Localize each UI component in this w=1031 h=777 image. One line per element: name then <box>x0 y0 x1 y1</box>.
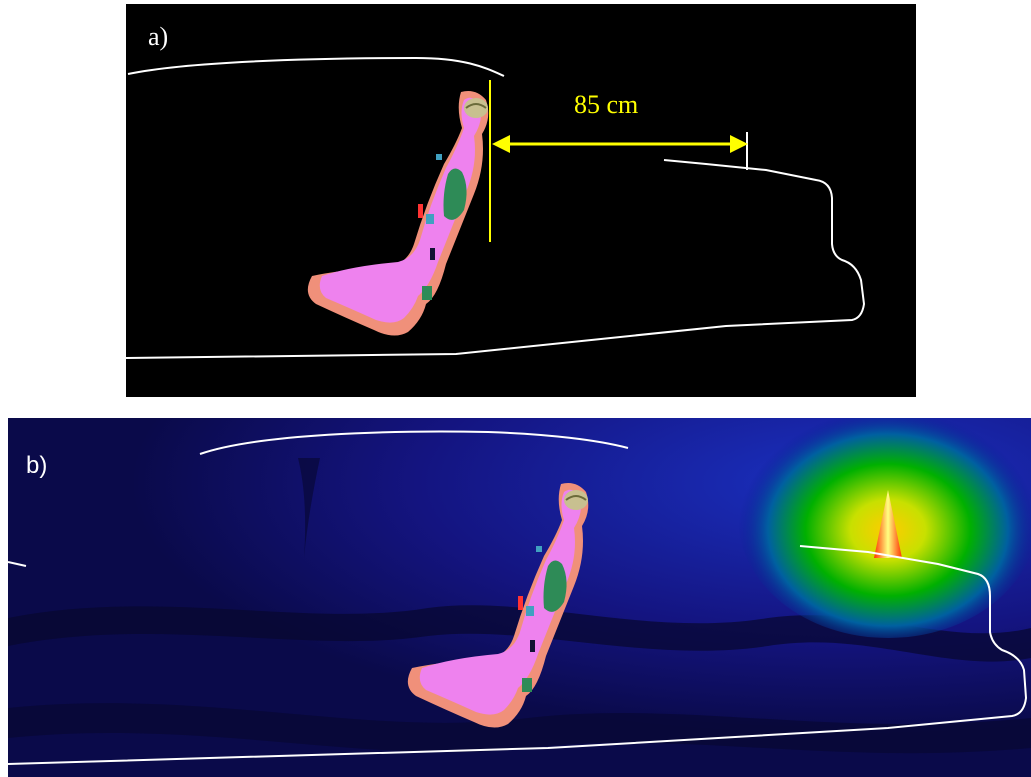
field-dark-streak <box>298 458 320 558</box>
panel-b-drawing <box>8 418 1031 777</box>
vehicle-front-outline-b <box>8 545 1028 765</box>
vehicle-roof-outline <box>127 56 505 77</box>
distance-label: 85 cm <box>574 90 639 119</box>
panel-b-label: b) <box>26 452 48 479</box>
vehicle-roof-outline-b <box>199 430 629 455</box>
panel-a-geometry: a) 85 cm <box>126 4 916 397</box>
distance-arrow-head-left <box>492 135 510 153</box>
vehicle-rear-outline-b <box>8 561 27 567</box>
distance-arrow-head-right <box>730 135 748 153</box>
field-dark-band-2 <box>8 703 1031 754</box>
panel-a-drawing <box>126 56 866 359</box>
vehicle-front-outline <box>126 159 866 359</box>
source-beam <box>874 490 902 558</box>
panel-b-field-map: b) <box>8 418 1031 777</box>
human-phantom-b <box>407 483 589 728</box>
human-phantom-a <box>307 91 489 336</box>
panel-a-label: a) <box>148 22 169 51</box>
